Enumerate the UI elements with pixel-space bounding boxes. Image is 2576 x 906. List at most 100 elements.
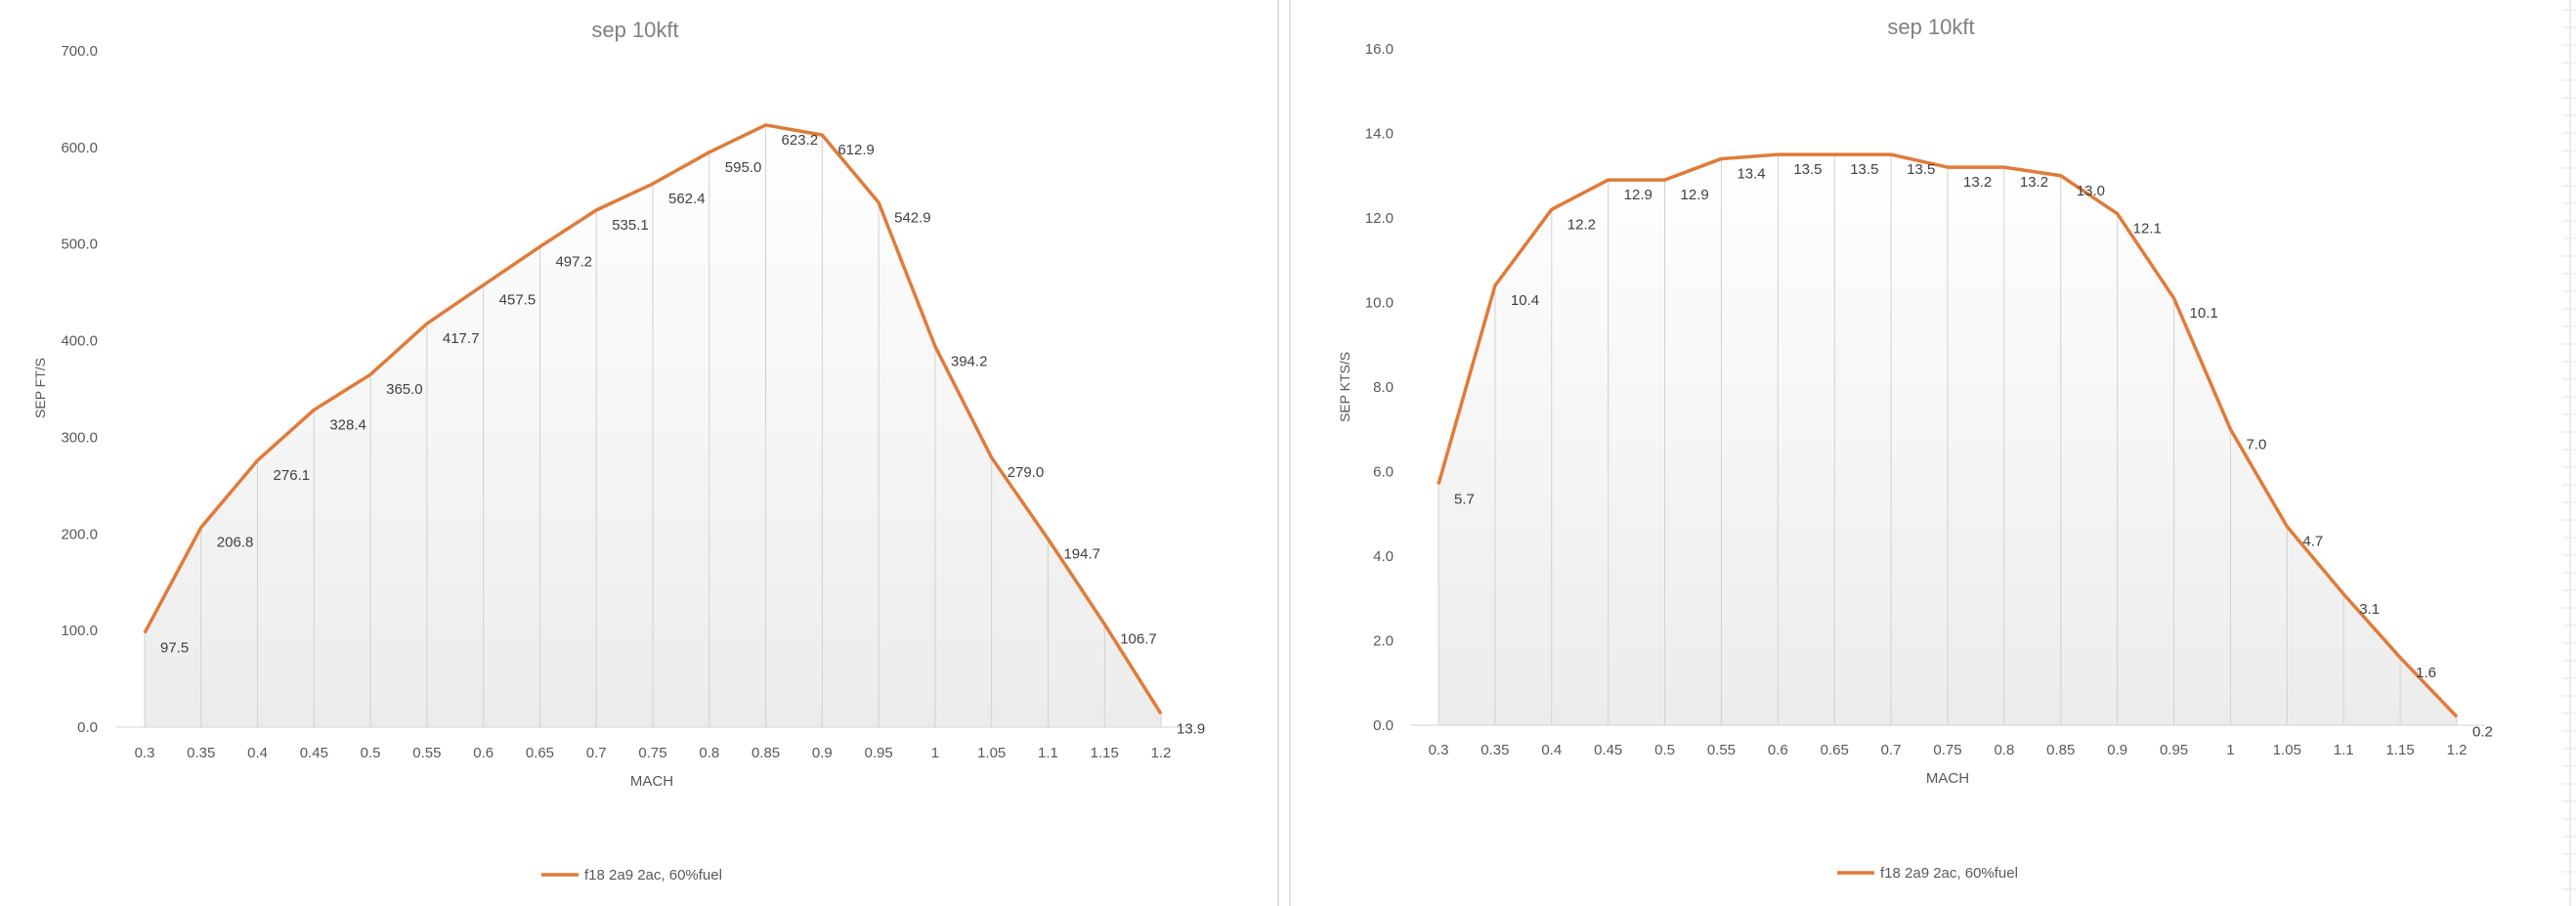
x-tick-label: 0.3 [1429, 742, 1449, 758]
x-tick-label: 0.95 [865, 745, 893, 761]
x-tick-label: 0.4 [1541, 742, 1562, 758]
y-tick-label: 16.0 [1365, 41, 1394, 58]
data-label: 623.2 [782, 132, 819, 149]
x-tick-label: 0.45 [1594, 742, 1622, 758]
x-tick-label: 1.05 [977, 745, 1006, 761]
y-tick-label: 0.0 [77, 719, 98, 736]
data-label: 12.2 [1567, 216, 1596, 233]
x-tick-label: 0.35 [1481, 742, 1509, 758]
y-tick-label: 200.0 [61, 526, 98, 542]
x-tick-label: 0.85 [2046, 742, 2075, 758]
x-tick-label: 0.75 [1933, 742, 1961, 758]
x-tick-label: 0.7 [586, 745, 607, 761]
data-label: 365.0 [386, 381, 423, 398]
data-label: 13.2 [2020, 174, 2048, 191]
legend-entry: f18 2a9 2ac, 60%fuel [584, 867, 722, 884]
data-label: 457.5 [499, 292, 537, 309]
x-tick-label: 0.85 [751, 745, 780, 761]
data-label: 13.2 [1963, 174, 1992, 191]
data-label: 1.6 [2416, 665, 2436, 681]
data-label: 13.5 [1850, 161, 1878, 178]
x-tick-label: 0.5 [361, 745, 381, 761]
data-label: 13.5 [1793, 161, 1822, 178]
chart-title: sep 10kft [1887, 15, 1974, 39]
x-tick-label: 0.65 [1821, 742, 1849, 758]
y-tick-label: 8.0 [1373, 379, 1394, 396]
data-label: 13.0 [2077, 183, 2105, 199]
data-label: 13.9 [1177, 720, 1205, 737]
y-tick-label: 2.0 [1373, 633, 1394, 650]
chart-title: sep 10kft [591, 18, 678, 42]
x-tick-label: 0.9 [812, 745, 833, 761]
y-tick-label: 6.0 [1373, 464, 1394, 481]
y-tick-label: 500.0 [61, 237, 98, 253]
y-tick-label: 700.0 [61, 43, 98, 60]
x-tick-label: 0.3 [135, 745, 155, 761]
x-axis-label: MACH [630, 773, 673, 790]
x-tick-label: 0.6 [473, 745, 494, 761]
x-tick-label: 0.5 [1654, 742, 1675, 758]
x-tick-label: 0.55 [412, 745, 441, 761]
data-label: 12.1 [2133, 221, 2162, 237]
plot-layer: 0.0 100.0 200.0 300.0 400.0 500.0 600.0 700.0 0.… [61, 43, 1205, 761]
series-line [143, 123, 1163, 715]
y-axis-label: SEP FT/S [32, 358, 48, 418]
x-tick-label: 0.65 [526, 745, 554, 761]
y-tick-label: 14.0 [1365, 126, 1394, 143]
data-label: 279.0 [1008, 464, 1045, 481]
x-tick-label: 1.1 [2334, 742, 2354, 758]
y-tick-label: 400.0 [61, 333, 98, 350]
data-label: 12.9 [1624, 187, 1653, 203]
x-axis-label: MACH [1926, 770, 1969, 787]
y-tick-label: 0.0 [1373, 717, 1394, 734]
x-tick-label: 1 [931, 745, 939, 761]
series-line [1437, 152, 2459, 718]
x-tick-label: 1 [2226, 742, 2234, 758]
x-tick-label: 0.4 [247, 745, 268, 761]
y-tick-label: 300.0 [61, 429, 98, 446]
x-tick-label: 0.35 [187, 745, 215, 761]
sep-kts-chart: sep 10kft SEP KTS/S MACH 0.0 2.0 4.0 6.0 8.0… [1289, 0, 2576, 906]
data-label: 13.4 [1737, 165, 1765, 182]
x-tick-label: 1.15 [2386, 742, 2415, 758]
data-label: 595.0 [725, 159, 762, 176]
data-label: 5.7 [1454, 491, 1475, 507]
x-tick-label: 0.75 [638, 745, 666, 761]
data-label: 417.7 [443, 330, 480, 347]
data-label: 535.1 [612, 217, 649, 234]
x-tick-label: 1.2 [2447, 742, 2468, 758]
y-tick-label: 10.0 [1365, 295, 1394, 312]
x-tick-label: 0.8 [1994, 742, 2014, 758]
x-tick-label: 0.7 [1881, 742, 1902, 758]
x-tick-label: 0.95 [2160, 742, 2188, 758]
y-tick-label: 600.0 [61, 140, 98, 156]
legend-entry: f18 2a9 2ac, 60%fuel [1880, 865, 2018, 882]
sep-ft-chart: sep 10kft SEP FT/S MACH 0.0 100.0 200.0 300… [0, 0, 1279, 906]
data-label: 10.4 [1511, 292, 1539, 309]
data-label: 394.2 [951, 353, 988, 369]
y-axis-label: SEP KTS/S [1337, 352, 1352, 422]
legend: f18 2a9 2ac, 60%fuel [1837, 865, 2018, 882]
y-tick-label: 100.0 [61, 623, 98, 639]
y-tick-label: 12.0 [1365, 210, 1394, 227]
x-tick-label: 0.6 [1768, 742, 1788, 758]
data-label: 106.7 [1120, 631, 1157, 648]
data-label: 206.8 [217, 535, 254, 551]
x-tick-label: 1.2 [1151, 745, 1172, 761]
x-tick-label: 0.8 [699, 745, 719, 761]
data-label: 13.5 [1907, 161, 1935, 178]
data-label: 12.9 [1681, 187, 1709, 203]
data-label: 10.1 [2190, 305, 2218, 322]
plot-layer: 0.0 2.0 4.0 6.0 8.0 10.0 12.0 14.0 16.0 0.3 0.35 0.… [1365, 41, 2493, 758]
legend: f18 2a9 2ac, 60%fuel [541, 867, 722, 884]
x-tick-label: 1.05 [2273, 742, 2301, 758]
x-tick-label: 0.45 [300, 745, 328, 761]
data-label: 562.4 [668, 191, 706, 207]
right-edge-ruler [2562, 0, 2576, 906]
data-label: 3.1 [2359, 601, 2380, 618]
x-tick-label: 0.9 [2107, 742, 2127, 758]
data-label: 612.9 [837, 142, 875, 158]
data-label: 497.2 [555, 253, 592, 270]
data-label: 4.7 [2302, 534, 2323, 550]
